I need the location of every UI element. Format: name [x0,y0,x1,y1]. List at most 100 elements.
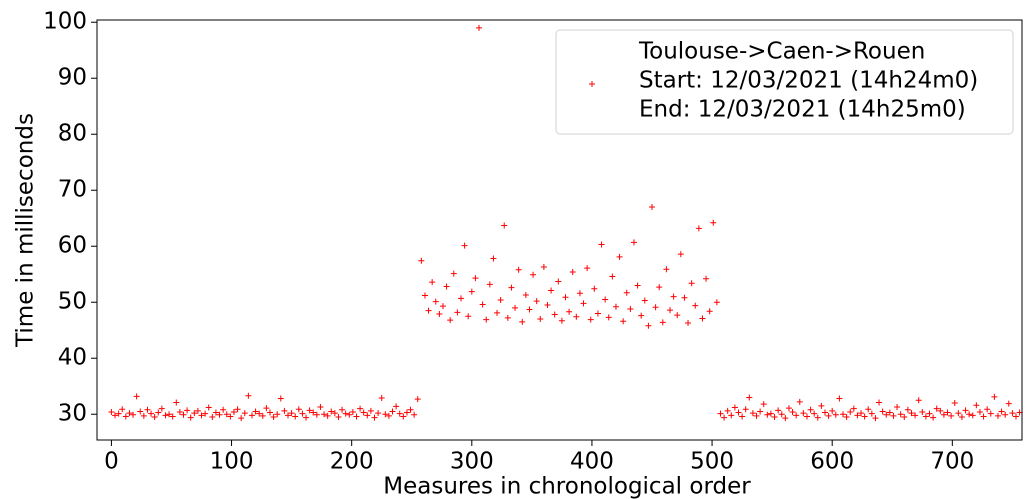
point [533,298,540,305]
point [537,316,544,323]
point [429,279,436,286]
x-axis-label: Measures in chronological order [383,474,751,499]
point [638,312,645,319]
point [605,314,612,321]
point [558,317,565,324]
point [180,411,187,418]
point [130,411,137,418]
point [645,322,652,329]
point [169,413,176,420]
point [266,409,273,416]
point [915,397,922,404]
point [421,292,428,299]
point [894,403,901,410]
point [497,297,504,303]
point [594,310,601,317]
point [515,266,522,273]
point [476,24,483,31]
point [695,225,702,232]
point [501,222,508,229]
point [371,414,378,421]
point [227,413,234,420]
point [328,408,335,415]
point [263,405,270,412]
point [904,406,911,413]
point [447,317,454,324]
point [757,408,764,415]
point [176,409,183,415]
point [847,409,854,415]
point [205,404,212,411]
point [749,410,756,417]
point [256,410,263,417]
point [940,411,947,418]
point [969,412,976,419]
point [649,204,655,211]
point [519,318,526,325]
point [663,266,670,273]
point [439,303,446,310]
point [576,290,583,297]
point [670,293,677,300]
point [187,414,194,421]
point [821,409,828,416]
point [803,413,810,420]
point [137,408,144,415]
point [994,412,1001,419]
point [436,311,443,317]
point [508,284,515,291]
point [933,405,940,412]
point [890,412,897,419]
point [285,412,292,419]
point [375,410,382,417]
point [634,282,641,289]
point [530,271,537,278]
point [119,406,126,413]
point [865,406,872,413]
y-tick-label: 80 [58,121,87,147]
point [948,412,955,419]
point [814,414,821,421]
y-tick-label: 50 [58,289,87,315]
point [731,404,738,411]
point [793,412,800,419]
point [504,314,511,321]
point [818,402,825,409]
point [951,400,958,407]
point [555,278,562,285]
point [710,219,717,226]
point [122,413,129,420]
point [987,410,994,417]
point [252,408,259,415]
point [270,414,277,421]
legend-label: Toulouse->Caen->Rouen [638,39,925,65]
point [295,406,302,413]
point [703,275,710,282]
point [331,410,338,417]
point [800,410,807,417]
point [692,302,699,309]
point [764,411,771,418]
point [360,409,367,416]
point [317,403,324,410]
point [785,405,792,412]
legend-label: Start: 12/03/2021 (14h24m0) [639,68,978,94]
y-tick-label: 30 [58,401,87,427]
point [930,414,937,421]
point [937,407,944,414]
point [194,407,201,414]
point [353,413,360,420]
point [724,407,731,414]
point [627,305,634,312]
point [760,401,767,408]
point [879,408,886,415]
point [858,410,865,417]
point [677,251,684,258]
point [573,313,580,320]
legend: Toulouse->Caen->Rouen Start: 12/03/2021 (… [555,29,1014,135]
point [886,409,893,416]
point [465,313,472,320]
point [620,318,627,325]
point [461,242,468,249]
point [400,413,407,420]
